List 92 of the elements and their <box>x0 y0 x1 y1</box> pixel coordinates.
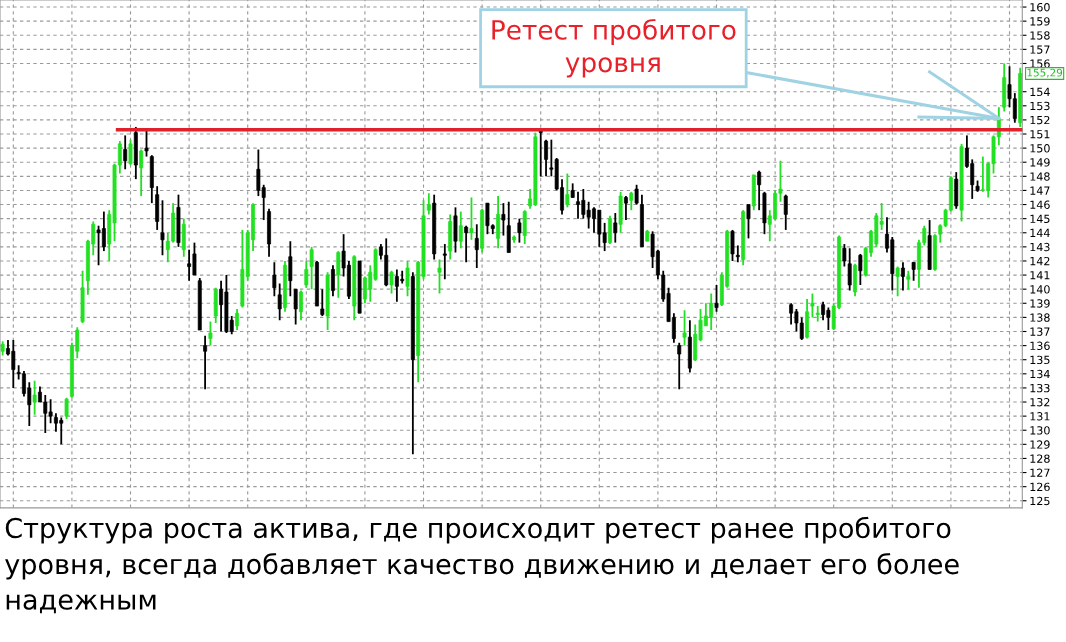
candlestick <box>437 258 442 295</box>
candlestick <box>139 148 144 197</box>
y-tick-label: 125 <box>1030 496 1050 506</box>
candlestick <box>320 288 325 317</box>
candlestick <box>64 396 69 420</box>
candlestick <box>288 240 293 298</box>
candlestick <box>677 341 682 391</box>
y-tick-label: 130 <box>1030 426 1050 435</box>
candlestick <box>901 261 905 292</box>
y-tick-label: 151 <box>1030 130 1050 139</box>
candlestick <box>613 212 618 244</box>
y-tick-label: 138 <box>1030 313 1050 322</box>
candlestick <box>608 214 612 245</box>
candlestick <box>299 289 303 322</box>
candlestick <box>842 243 847 268</box>
candlestick <box>336 250 341 299</box>
y-tick-label: 135 <box>1030 355 1050 365</box>
candlestick <box>847 247 852 292</box>
y-tick-label: 137 <box>1030 327 1050 336</box>
candlestick <box>517 217 522 244</box>
candlestick <box>810 292 815 319</box>
y-tick-label: 147 <box>1030 186 1050 195</box>
y-tick-label: 128 <box>1030 454 1050 463</box>
candlestick <box>331 264 335 298</box>
candlestick <box>426 192 431 216</box>
candlestick <box>757 169 762 212</box>
candlestick <box>389 269 394 295</box>
y-tick-label: 149 <box>1030 158 1050 167</box>
candlestick <box>304 260 309 289</box>
y-tick-label: 134 <box>1030 369 1050 379</box>
candlestick <box>405 260 410 298</box>
candlestick <box>895 265 900 298</box>
y-tick-label: 153 <box>1030 101 1050 111</box>
candlestick <box>32 379 37 416</box>
candlestick <box>293 288 298 326</box>
candlestick <box>442 243 447 281</box>
candlestick <box>501 202 506 237</box>
y-tick-label: 145 <box>1030 214 1050 224</box>
candlestick <box>634 183 639 206</box>
candlestick <box>458 210 463 250</box>
text: Структура роста актива, где происходит ретест ранее пробитого уровня, всегда добавляет качество движению и делает его более надежным <box>5 516 959 614</box>
candlestick <box>496 195 501 250</box>
candlestick <box>730 229 735 262</box>
candlestick <box>272 261 277 298</box>
candlestick <box>906 269 911 291</box>
candlestick <box>128 138 133 166</box>
y-tick-label: 140 <box>1030 285 1050 294</box>
candlestick <box>309 245 314 291</box>
candlestick <box>624 195 628 221</box>
candlestick <box>235 308 240 331</box>
y-tick-label: 131 <box>1030 412 1050 421</box>
y-tick-label: 150 <box>1030 144 1050 153</box>
y-tick-label: 139 <box>1030 299 1050 308</box>
candlestick <box>783 193 788 231</box>
y-tick-label: 148 <box>1030 172 1050 181</box>
y-tick-label: 157 <box>1030 45 1050 54</box>
candlestick <box>123 134 128 171</box>
candlestick <box>208 320 213 347</box>
y-tick-label: 154 <box>1030 87 1050 97</box>
y-tick-label: 141 <box>1030 271 1050 280</box>
y-tick-label: 126 <box>1030 482 1050 492</box>
candlestick <box>858 253 863 286</box>
y-tick-label: 158 <box>1030 31 1050 40</box>
y-tick-label: 132 <box>1030 398 1050 407</box>
y-tick-label: 160 <box>1030 3 1050 12</box>
y-tick-label: 142 <box>1030 256 1050 266</box>
candlestick <box>565 172 570 209</box>
y-tick-label: 136 <box>1030 341 1050 350</box>
annotation: Ретест пробитого уровня <box>492 18 736 78</box>
candlestick <box>629 190 634 212</box>
y-tick-label: 127 <box>1030 468 1050 477</box>
y-tick-label: 146 <box>1030 200 1050 209</box>
candlestick <box>911 261 916 282</box>
y-tick-label: 133 <box>1030 383 1050 393</box>
candlestick <box>160 199 165 257</box>
candlestick <box>815 305 820 323</box>
y-tick-label: 144 <box>1030 228 1050 237</box>
candlestick <box>474 223 479 269</box>
candlestick <box>464 224 469 264</box>
y-tick-label: 129 <box>1030 440 1050 449</box>
candlestick <box>682 309 687 347</box>
candlestick <box>544 138 548 178</box>
y-tick-label: 143 <box>1030 242 1050 252</box>
candlestick <box>735 244 740 264</box>
candlestick <box>203 334 208 391</box>
candlestick <box>469 196 474 241</box>
candlestick <box>746 203 751 240</box>
candlestick <box>277 282 282 322</box>
y-tick-label: 159 <box>1030 17 1050 26</box>
candlestick <box>714 284 719 313</box>
candlestick <box>522 209 527 245</box>
y-tick-label: 152 <box>1030 115 1050 125</box>
